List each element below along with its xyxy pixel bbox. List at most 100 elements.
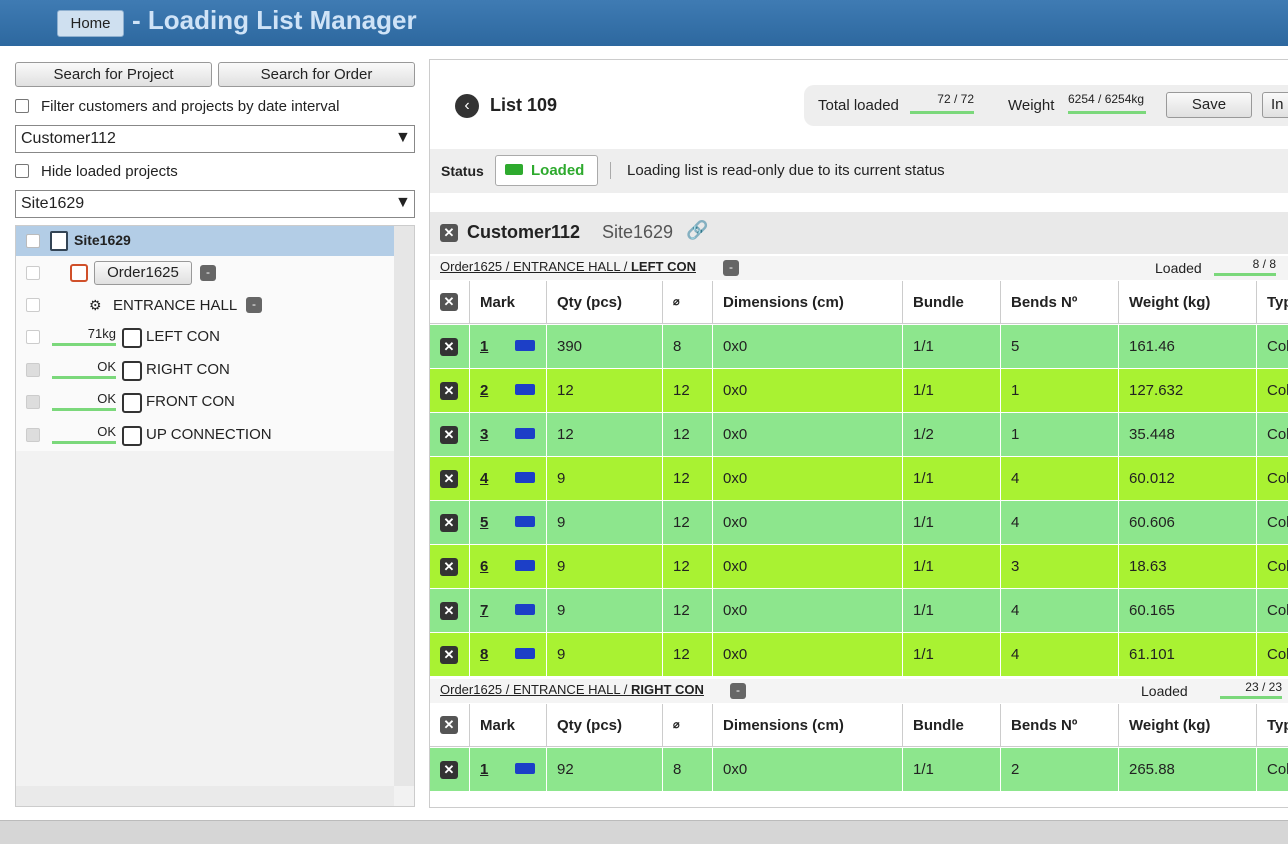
- item-status: OK: [97, 423, 116, 439]
- mark-link[interactable]: 5: [469, 501, 546, 545]
- mark-link[interactable]: 1: [469, 325, 546, 369]
- customer-name: Customer112: [467, 222, 581, 242]
- collapse[interactable]: -: [730, 683, 746, 699]
- table-cell: 161.46: [1118, 325, 1256, 369]
- home-button[interactable]: Home: [57, 10, 124, 37]
- item-icon: [122, 328, 142, 348]
- group-header: [430, 679, 1288, 703]
- table-row: [430, 501, 1288, 545]
- table-cell: 12: [662, 545, 712, 589]
- tree-site[interactable]: Site1629: [74, 232, 131, 248]
- group-part[interactable]: RIGHT CON: [630, 682, 704, 697]
- table-cell: 12: [546, 413, 662, 457]
- loaded-label: Loaded: [1155, 260, 1202, 276]
- table-cell: 265.88: [1118, 748, 1256, 792]
- column-header: Weight (kg): [1118, 281, 1256, 324]
- hall-icon: ⚙: [89, 297, 102, 313]
- tree-toggle: [26, 234, 40, 248]
- save-button[interactable]: Save: [1166, 92, 1252, 118]
- selected-row: [16, 226, 394, 256]
- table-cell: 390: [546, 325, 662, 369]
- weight-value: 6254 / 6254kg: [1068, 92, 1145, 106]
- item-name[interactable]: FRONT CON: [146, 393, 235, 410]
- table-cell: 2: [1000, 748, 1118, 792]
- table-cell: 12: [662, 589, 712, 633]
- table-cell: 1/1: [902, 457, 1000, 501]
- tree-toggle: [26, 427, 40, 442]
- remove-row[interactable]: ✕: [440, 382, 458, 400]
- remove-row[interactable]: ✕: [440, 470, 458, 488]
- column-header: Mark: [469, 704, 546, 747]
- table-cell: 0x0: [712, 413, 902, 457]
- remove-row[interactable]: ✕: [440, 514, 458, 532]
- table-cell: 1/2: [902, 413, 1000, 457]
- mark-link[interactable]: 1: [469, 748, 546, 792]
- tree-toggle: [26, 362, 40, 377]
- remove-row[interactable]: ✕: [440, 558, 458, 576]
- table-cell: 0x0: [712, 545, 902, 589]
- customer-select[interactable]: Customer112: [15, 125, 415, 153]
- site-icon: [50, 231, 68, 251]
- remove-row[interactable]: ✕: [440, 602, 458, 620]
- remove[interactable]: ✕: [440, 293, 458, 311]
- group-path[interactable]: Order1625 / ENTRANCE HALL / LEFT CON: [440, 259, 696, 274]
- column-header: Qty (pcs): [546, 281, 662, 324]
- tree-hall[interactable]: ENTRANCE HALL: [113, 297, 238, 314]
- tree-order[interactable]: Order1625: [94, 261, 192, 285]
- site-select[interactable]: Site1629: [15, 190, 415, 218]
- table-cell: 12: [662, 633, 712, 677]
- table-cell: 0x0: [712, 457, 902, 501]
- group-path[interactable]: Order1625 / ENTRANCE HALL / RIGHT CON: [440, 682, 704, 697]
- column-header: Dimensions (cm): [712, 704, 902, 747]
- remove-row[interactable]: ✕: [440, 338, 458, 356]
- mark-link[interactable]: 4: [469, 457, 546, 501]
- back-button[interactable]: ‹: [455, 94, 479, 118]
- mark-link[interactable]: 3: [469, 413, 546, 457]
- checkbox[interactable]: [15, 164, 29, 178]
- remove-row[interactable]: ✕: [440, 426, 458, 444]
- checkbox[interactable]: [15, 99, 29, 113]
- search-project[interactable]: Search for Project: [15, 62, 212, 87]
- table-cell: 0x0: [712, 325, 902, 369]
- progress: [1068, 111, 1146, 114]
- table-cell: 8: [662, 325, 712, 369]
- truck-icon: [515, 648, 535, 659]
- table-cell: 60.012: [1118, 457, 1256, 501]
- table-cell: 1: [1000, 369, 1118, 413]
- progress: [52, 343, 116, 346]
- remove-row[interactable]: ✕: [440, 761, 458, 779]
- item-name[interactable]: LEFT CON: [146, 328, 220, 345]
- table-row: [430, 589, 1288, 633]
- collapse[interactable]: -: [246, 297, 262, 313]
- table-cell: 9: [546, 457, 662, 501]
- mark-link[interactable]: 7: [469, 589, 546, 633]
- progress: [1220, 696, 1282, 699]
- table-cell: 1/1: [902, 369, 1000, 413]
- table-row: [430, 633, 1288, 677]
- table-cell: 3: [1000, 545, 1118, 589]
- remove[interactable]: ✕: [440, 224, 458, 242]
- mark-link[interactable]: 6: [469, 545, 546, 589]
- item-name[interactable]: RIGHT CON: [146, 360, 230, 378]
- weight-label: Weight: [1008, 97, 1055, 114]
- table-cell: 12: [662, 413, 712, 457]
- table-cell: Col: [1256, 633, 1288, 677]
- item-name[interactable]: UP CONNECTION: [146, 425, 272, 443]
- link-icon[interactable]: 🔗: [686, 220, 709, 240]
- filter-label: Filter customers and projects by date in…: [41, 98, 340, 115]
- remove[interactable]: ✕: [440, 716, 458, 734]
- loaded-label: Loaded: [1141, 683, 1188, 699]
- remove-row[interactable]: ✕: [440, 646, 458, 664]
- mark-link[interactable]: 2: [469, 369, 546, 413]
- collapse[interactable]: -: [723, 260, 739, 276]
- mark-link[interactable]: 8: [469, 633, 546, 677]
- table-cell: 12: [546, 369, 662, 413]
- collapse[interactable]: -: [200, 265, 216, 281]
- table-cell: Col: [1256, 369, 1288, 413]
- next-button[interactable]: In: [1262, 92, 1288, 118]
- column-header: Mark: [469, 281, 546, 324]
- table-cell: 0x0: [712, 633, 902, 677]
- search-order[interactable]: Search for Order: [218, 62, 415, 87]
- group-part[interactable]: LEFT CON: [630, 259, 696, 274]
- list-title: List 109: [490, 95, 558, 115]
